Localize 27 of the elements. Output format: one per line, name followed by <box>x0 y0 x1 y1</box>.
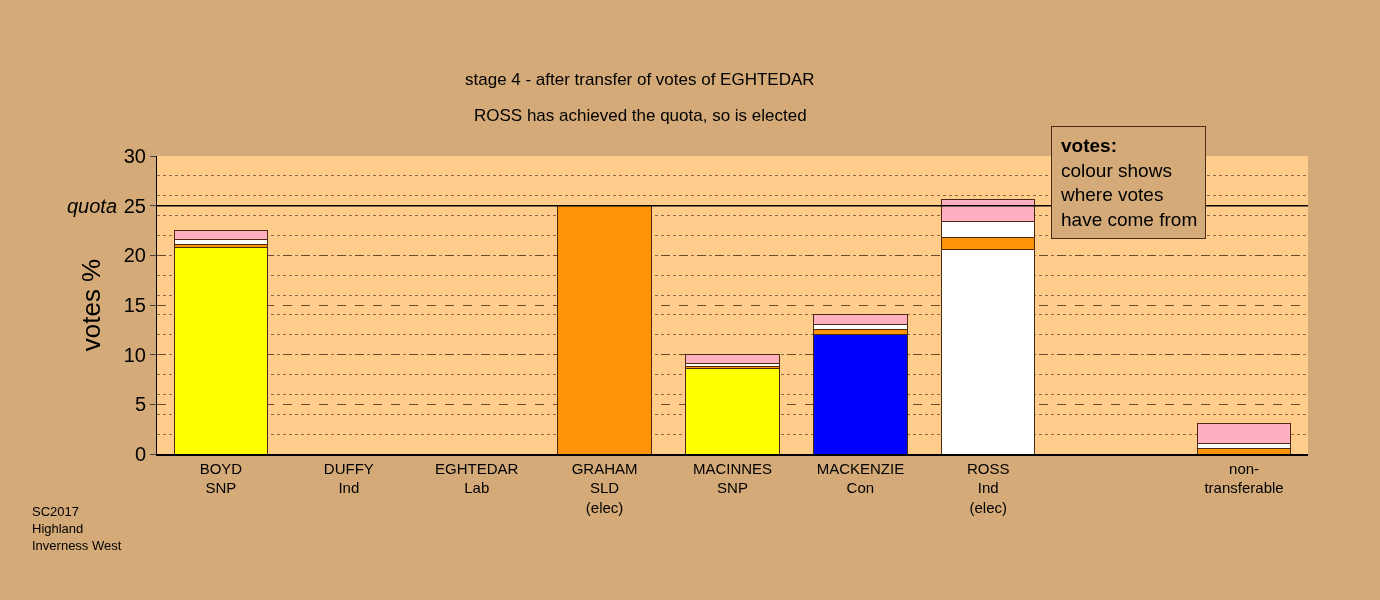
x-tick-label: MACKENZIE Con <box>816 459 905 497</box>
x-tick-label: EGHTEDAR Lab <box>435 459 519 497</box>
x-tick-label: DUFFY Ind <box>323 459 374 497</box>
y-tick-label: 0 <box>134 443 146 465</box>
y-tick-label: 5 <box>134 393 146 416</box>
ref-line-label: quota <box>67 195 118 217</box>
y-tick-label: 10 <box>123 343 146 366</box>
bar <box>685 354 780 365</box>
chart-subtitle: ROSS has achieved the quota, so is elected <box>474 106 807 125</box>
text: SC2017 Highland Inverness West <box>32 504 122 553</box>
chart-title: stage 4 - after transfer of votes of EGHTEDAR <box>465 70 815 89</box>
y-axis-title: votes % <box>76 258 107 352</box>
x-tick-label: GRAHAM SLD (elec) <box>571 459 638 516</box>
y-tick-label: 25 <box>123 194 146 217</box>
bar <box>173 246 269 454</box>
y-tick-label: 15 <box>123 294 146 316</box>
x-tick-label: BOYD SNP <box>199 459 243 497</box>
y-tick-label: 20 <box>123 244 146 267</box>
annotation: colour shows where votes have come from <box>1060 159 1198 231</box>
x-tick-label: ROSS Ind (elec) <box>967 459 1010 516</box>
bar <box>813 334 908 454</box>
x-tick-label: non- transferable <box>1204 459 1284 497</box>
x-tick-label: MACINNES SNP <box>692 459 773 497</box>
y-tick-label: 30 <box>123 145 146 167</box>
bar <box>813 314 908 326</box>
text: votes: <box>1061 135 1117 156</box>
bar <box>685 368 780 454</box>
